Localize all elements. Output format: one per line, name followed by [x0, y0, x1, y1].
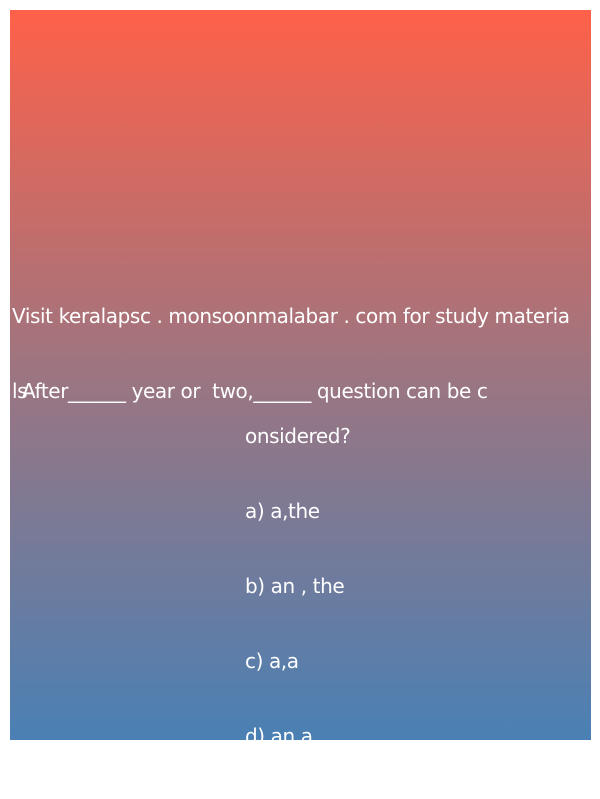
option-d: d) an,a: [245, 724, 313, 748]
option-b: b) an , the: [245, 574, 345, 598]
visit-line-1: Visit keralapsc . monsoonmalabar . com f…: [12, 304, 570, 328]
option-a: a) a,the: [245, 499, 320, 523]
option-c: c) a,a: [245, 649, 299, 673]
question-text: After______ year or two,______ question …: [22, 329, 488, 454]
visit-line-2: ls: [12, 379, 28, 403]
question-line-2: onsidered?: [245, 424, 351, 448]
answer-options: onsidered? a) a,the b) an , the c) a,a d…: [245, 374, 351, 799]
visit-text: Visit keralapsc . monsoonmalabar . com f…: [12, 254, 570, 454]
quiz-card: Visit keralapsc . monsoonmalabar . com f…: [10, 10, 591, 748]
question-line-1: After______ year or two,______ question …: [22, 379, 488, 403]
